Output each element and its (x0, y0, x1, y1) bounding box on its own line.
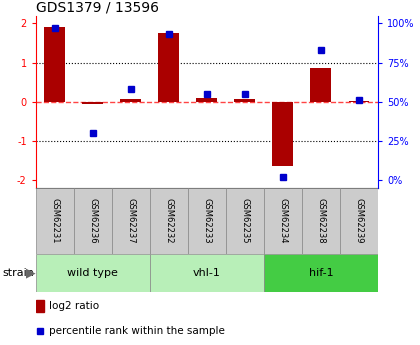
Bar (158, 33, 179, 102)
Bar (264, 254, 378, 292)
Bar (44, 27, 65, 102)
Text: wild type: wild type (67, 268, 118, 277)
Text: GSM62237: GSM62237 (126, 198, 135, 244)
Bar (273, 102, 294, 167)
Bar (226, 188, 264, 254)
Text: hif-1: hif-1 (309, 268, 333, 277)
Text: vhl-1: vhl-1 (193, 268, 221, 277)
Bar (36, 300, 44, 313)
Text: GSM62233: GSM62233 (202, 198, 211, 244)
Text: GSM62235: GSM62235 (240, 198, 249, 244)
Text: GSM62232: GSM62232 (164, 198, 173, 244)
Text: GSM62231: GSM62231 (50, 198, 59, 244)
Bar (302, 188, 340, 254)
Bar (188, 188, 226, 254)
Bar (197, 98, 217, 102)
Bar (340, 188, 378, 254)
Bar (150, 188, 188, 254)
Text: strain: strain (2, 268, 34, 277)
Text: log2 ratio: log2 ratio (50, 301, 100, 311)
Text: percentile rank within the sample: percentile rank within the sample (50, 326, 225, 336)
Bar (74, 188, 112, 254)
Bar (150, 254, 264, 292)
Bar (36, 188, 74, 254)
Bar (264, 188, 302, 254)
Bar (120, 99, 141, 102)
Text: GSM62238: GSM62238 (316, 198, 326, 244)
Text: GSM62236: GSM62236 (88, 198, 97, 244)
Bar (234, 99, 255, 102)
Text: GSM62234: GSM62234 (278, 198, 287, 244)
Bar (310, 68, 331, 102)
Bar (36, 254, 150, 292)
Text: ▶: ▶ (26, 266, 36, 279)
Bar (82, 102, 103, 104)
Bar (349, 101, 370, 102)
Bar (112, 188, 150, 254)
Text: GSM62239: GSM62239 (354, 198, 363, 244)
Text: GDS1379 / 13596: GDS1379 / 13596 (36, 0, 159, 14)
